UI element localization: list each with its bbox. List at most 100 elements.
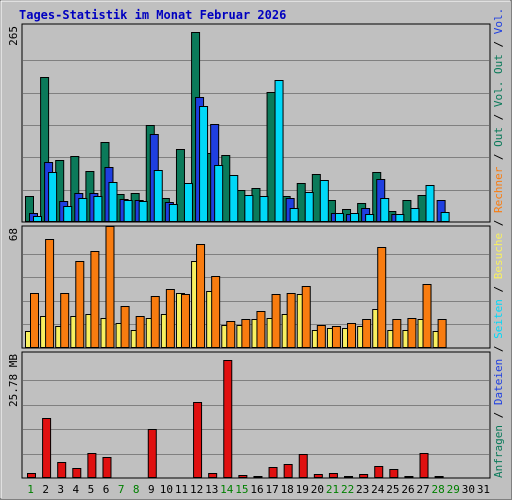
bar-seiten-day-26: [410, 208, 420, 222]
legend-part-0: Anfragen: [492, 425, 505, 478]
legend-part-9: /: [492, 147, 505, 167]
bar-seiten-day-12: [199, 106, 209, 222]
x-tick-label-day-25: 25: [386, 483, 399, 496]
bar-volumen-day-21: [328, 473, 338, 478]
bar-volumen-day-15: [238, 475, 248, 478]
x-tick-label-day-18: 18: [281, 483, 294, 496]
legend-part-6: Besuche: [492, 233, 505, 279]
bar-rechner-day-15: [241, 319, 251, 348]
legend-part-2: Dateien: [492, 359, 505, 405]
bar-volumen-day-1: [27, 473, 36, 478]
x-tick-label-day-10: 10: [160, 483, 173, 496]
bar-rechner-day-27: [422, 284, 432, 348]
bar-volumen-day-4: [72, 468, 82, 478]
x-tick-label-day-12: 12: [190, 483, 203, 496]
legend-part-13: /: [492, 34, 505, 54]
bar-volumen-day-23: [359, 474, 369, 478]
legend-part-8: Rechner: [492, 166, 505, 213]
x-tick-label-day-26: 26: [401, 483, 414, 496]
bar-rechner-day-5: [90, 251, 100, 348]
bar-seiten-day-8: [138, 201, 148, 222]
bar-volumen-day-20: [313, 474, 323, 478]
bar-rechner-day-28: [437, 319, 447, 348]
bar-rechner-day-23: [362, 319, 372, 348]
x-tick-label-day-3: 3: [57, 483, 64, 496]
legend-part-1: /: [492, 405, 505, 425]
bar-volumen-day-24: [374, 466, 384, 478]
legend-part-11: /: [492, 107, 505, 127]
bar-volumen-day-25: [389, 469, 399, 478]
x-tick-label-day-4: 4: [73, 483, 80, 496]
bar-rechner-day-1: [30, 293, 39, 348]
bar-rechner-day-20: [316, 325, 326, 348]
bar-seiten-day-14: [229, 175, 239, 222]
bar-volumen-day-26: [404, 476, 414, 478]
x-tick-label-day-6: 6: [103, 483, 110, 496]
bar-seiten-day-1: [33, 216, 42, 222]
legend-part-14: Vol. In: [492, 0, 505, 34]
bar-rechner-day-21: [331, 326, 341, 348]
panel-hits: [21, 23, 491, 223]
x-axis-day-labels: 1 2 3 4 5 6 7 8 9 10 11 12 13 14 15 16 17 18 19 20 21 22 23 24 2…: [27, 483, 490, 496]
x-tick-label-day-1: 1: [27, 483, 34, 496]
bar-volumen-day-17: [268, 467, 278, 478]
x-tick-label-day-7: 7: [118, 483, 125, 496]
bar-seiten-day-9: [153, 170, 163, 222]
bar-seiten-day-19: [304, 192, 314, 222]
x-tick-label-day-23: 23: [356, 483, 369, 496]
x-tick-label-day-8: 8: [133, 483, 140, 496]
bar-rechner-day-10: [165, 289, 175, 348]
legend-part-4: Seiten: [492, 299, 505, 339]
bar-rechner-day-2: [45, 239, 55, 348]
bar-volumen-day-19: [298, 454, 308, 478]
x-tick-label-day-22: 22: [341, 483, 354, 496]
bar-rechner-day-3: [60, 293, 70, 348]
bar-volumen-day-2: [42, 418, 52, 478]
bar-seiten-day-2: [48, 172, 58, 222]
x-tick-label-day-27: 27: [416, 483, 429, 496]
bar-seiten-day-16: [259, 196, 269, 222]
bar-seiten-day-7: [123, 200, 133, 222]
legend-part-10: Out: [492, 127, 505, 147]
bar-seiten-day-23: [365, 214, 375, 222]
max-label-hits: 265: [7, 26, 20, 46]
bar-seiten-day-6: [108, 182, 118, 222]
chart-title: Tages-Statistik im Monat Februar 2026: [19, 8, 286, 22]
bar-volumen-day-3: [57, 462, 67, 478]
panel-max-labels: 265 68 25.78 MB: [7, 26, 20, 407]
bar-rechner-day-24: [377, 247, 387, 348]
bar-rechner-day-7: [120, 306, 130, 348]
bar-rechner-day-11: [180, 294, 190, 348]
bar-rechner-day-4: [75, 261, 85, 348]
x-tick-label-day-20: 20: [311, 483, 324, 496]
x-tick-label-day-19: 19: [296, 483, 309, 496]
x-tick-label-day-9: 9: [148, 483, 155, 496]
x-tick-label-day-30: 30: [462, 483, 475, 496]
legend-part-12: Vol. Out: [492, 54, 505, 107]
bar-rechner-day-18: [286, 293, 296, 348]
bar-volumen-day-6: [102, 457, 112, 478]
x-tick-label-day-13: 13: [205, 483, 218, 496]
bar-rechner-day-8: [135, 316, 145, 348]
x-tick-label-day-24: 24: [371, 483, 385, 496]
bar-seiten-day-28: [440, 212, 450, 222]
bar-seiten-day-15: [244, 195, 254, 222]
max-label-visits: 68: [7, 228, 20, 241]
bar-seiten-day-3: [63, 206, 73, 222]
bar-volumen-day-27: [419, 453, 429, 478]
x-tick-label-day-5: 5: [88, 483, 95, 496]
panel-volume: [21, 351, 491, 479]
bar-seiten-day-17: [274, 80, 284, 222]
x-tick-label-day-31: 31: [477, 483, 490, 496]
bar-seiten-day-27: [425, 185, 435, 222]
legend-part-5: /: [492, 279, 505, 299]
x-tick-label-day-2: 2: [42, 483, 49, 496]
bar-volumen-day-13: [208, 473, 218, 478]
bar-rechner-day-9: [150, 296, 160, 348]
bar-rechner-day-26: [407, 318, 417, 348]
bar-rechner-day-25: [392, 319, 402, 348]
x-tick-label-day-29: 29: [447, 483, 460, 496]
bar-seiten-day-5: [93, 196, 103, 222]
